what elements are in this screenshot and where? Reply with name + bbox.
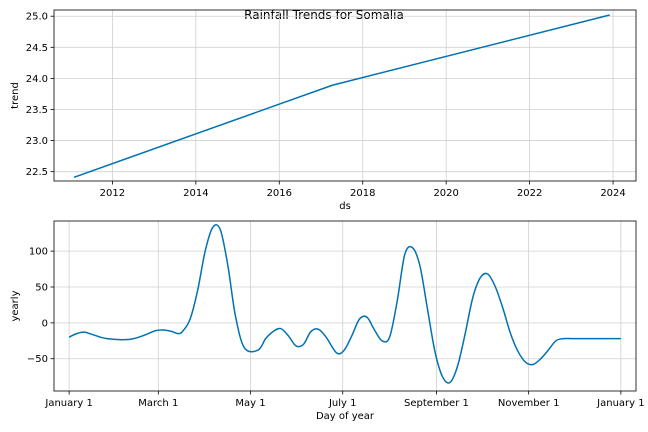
y-tick-label: 50 [35, 282, 48, 293]
yearly-grid [54, 221, 636, 391]
x-tick-label: 2022 [517, 188, 542, 199]
x-tick-label: March 1 [138, 398, 178, 409]
figure-title: Rainfall Trends for Somalia [244, 8, 404, 22]
x-tick-label: January 1 [44, 398, 92, 409]
y-tick-label: 0 [42, 318, 48, 329]
x-tick-label: 2024 [600, 188, 625, 199]
trend-panel: 2012 2014 2016 2018 2020 2022 2024 22.5 23.0 23.… [10, 9, 637, 212]
y-tick-label: 25.0 [26, 12, 48, 23]
yearly-axes-frame [53, 220, 637, 392]
trend-x-ticks: 2012 2014 2016 2018 2020 2022 2024 [100, 181, 626, 199]
y-tick-label: 23.0 [26, 136, 48, 147]
y-tick-label: −50 [27, 354, 48, 365]
yearly-panel: January 1 March 1 May 1 July 1 September 1 No… [10, 220, 645, 422]
trend-line [73, 14, 610, 178]
trend-y-axis-label: trend [10, 82, 21, 109]
trend-grid [54, 10, 636, 181]
y-tick-label: 100 [29, 247, 48, 258]
y-tick-label: 22.5 [26, 167, 48, 178]
x-tick-label: May 1 [235, 398, 265, 409]
x-tick-label: 2014 [183, 188, 208, 199]
trend-x-axis-label: ds [339, 201, 351, 212]
y-tick-label: 24.5 [26, 43, 48, 54]
x-tick-label: July 1 [328, 398, 357, 409]
yearly-y-ticks: −50 0 50 100 [27, 247, 54, 365]
yearly-x-ticks: January 1 March 1 May 1 July 1 September 1 No… [44, 391, 645, 409]
x-tick-label: 2016 [267, 188, 292, 199]
x-tick-label: November 1 [498, 398, 560, 409]
x-tick-label: 2018 [350, 188, 375, 199]
yearly-x-axis-label: Day of year [316, 411, 375, 422]
y-tick-label: 23.5 [26, 105, 48, 116]
x-tick-label: September 1 [404, 398, 469, 409]
trend-y-ticks: 22.5 23.0 23.5 24.0 24.5 25.0 [26, 12, 54, 178]
x-tick-label: January 1 [596, 398, 644, 409]
x-tick-label: 2020 [433, 188, 458, 199]
y-tick-label: 24.0 [26, 74, 48, 85]
yearly-line [68, 224, 621, 384]
trend-axes-frame [53, 9, 637, 182]
x-tick-label: 2012 [100, 188, 125, 199]
yearly-y-axis-label: yearly [10, 290, 21, 321]
